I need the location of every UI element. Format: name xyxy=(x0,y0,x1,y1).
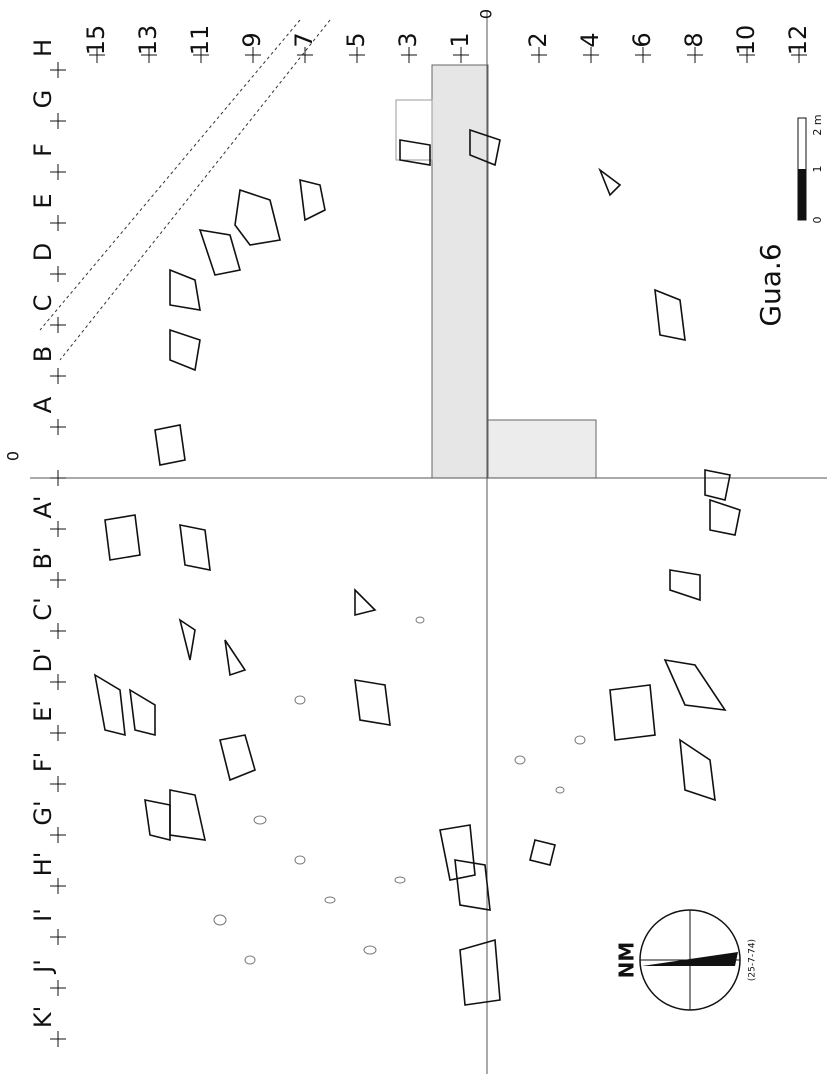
top-grid-label: 10 xyxy=(732,25,760,56)
scale-label: 0 xyxy=(811,217,824,224)
left-grid-label: A' xyxy=(29,495,57,518)
left-grid-label: K' xyxy=(29,1006,57,1028)
plan-title: Gua.6 xyxy=(754,243,787,326)
left-grid-label: J' xyxy=(29,959,57,975)
top-grid-label: 11 xyxy=(186,25,214,56)
left-grid-label: B xyxy=(29,346,57,362)
north-label: NM xyxy=(615,942,639,979)
left-grid-label: H xyxy=(29,39,57,57)
left-grid-label: I' xyxy=(29,908,57,922)
top-grid-label: 2 xyxy=(524,32,552,47)
date-label: (25-7-74) xyxy=(748,939,758,981)
scale-bar xyxy=(797,117,807,221)
pebbles xyxy=(213,616,586,965)
left-grid-label: E' xyxy=(29,700,57,722)
left-grid-label: G xyxy=(29,90,57,109)
trench xyxy=(431,64,489,479)
left-grid-label: H' xyxy=(29,852,57,877)
left-grid-label: G' xyxy=(29,800,57,825)
top-grid-label: 13 xyxy=(134,25,162,56)
left-grid-label: E xyxy=(29,193,57,208)
top-grid-label: 1 xyxy=(446,32,474,47)
north-arrow xyxy=(639,909,741,1011)
left-grid-label: D xyxy=(29,243,57,261)
top-grid-label: 12 xyxy=(784,25,812,56)
top-grid-label: 5 xyxy=(342,32,370,47)
left-grid-label: F xyxy=(29,143,57,157)
wall-line xyxy=(59,19,331,361)
top-grid-label: 7 xyxy=(290,32,318,47)
left-grid-label: B' xyxy=(29,546,57,569)
wall-line xyxy=(39,19,301,331)
trench xyxy=(487,419,597,479)
top-grid-label: 15 xyxy=(82,25,110,56)
left-grid-label: D' xyxy=(29,647,57,672)
top-grid-label: 9 xyxy=(238,32,266,47)
left-grid-label: C xyxy=(29,295,57,312)
left-grid-label: A xyxy=(29,396,57,413)
top-grid-label: 0 xyxy=(477,9,496,19)
left-grid-label: 0 xyxy=(4,451,23,461)
top-grid-label: 6 xyxy=(628,32,656,47)
scale-label: 2 m xyxy=(811,114,824,135)
trench-outline xyxy=(395,99,433,161)
stones xyxy=(93,128,741,1006)
scale-label: 1 xyxy=(811,166,824,173)
top-grid-label: 3 xyxy=(394,32,422,47)
top-grid-label: 4 xyxy=(576,32,604,47)
left-grid-label: C' xyxy=(29,597,57,620)
top-grid-label: 8 xyxy=(680,32,708,47)
left-grid-label: F' xyxy=(29,752,57,772)
